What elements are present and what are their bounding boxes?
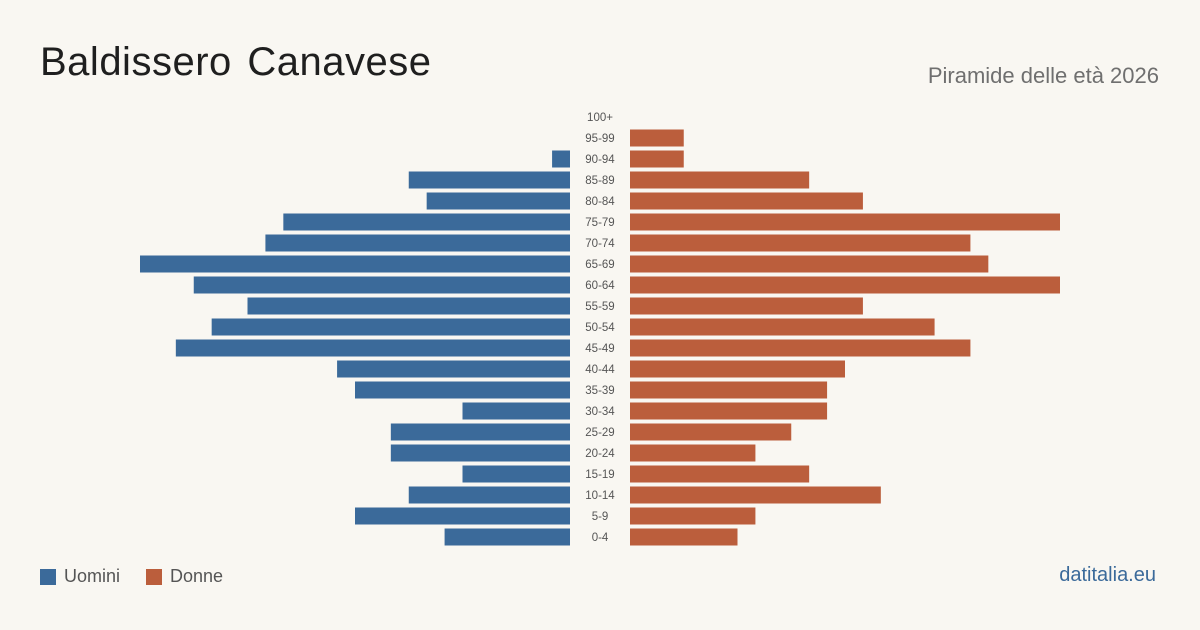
legend-swatch-men (40, 568, 56, 585)
age-label-45-49: 45-49 (585, 343, 614, 355)
bar-women-15-19 (630, 465, 810, 483)
bar-women-70-74 (630, 234, 971, 252)
bar-men-25-29 (390, 423, 570, 441)
bar-women-20-24 (630, 444, 756, 462)
age-label-20-24: 20-24 (585, 448, 615, 460)
age-label-60-64: 60-64 (585, 280, 615, 292)
age-label-75-79: 75-79 (585, 217, 614, 229)
age-label-5-9: 5-9 (592, 511, 609, 523)
bar-men-60-64 (193, 276, 570, 294)
bar-women-55-59 (630, 297, 863, 315)
bar-men-85-89 (408, 171, 570, 189)
bar-women-65-69 (630, 255, 989, 273)
bar-men-70-74 (265, 234, 570, 252)
bar-men-0-4 (444, 528, 570, 546)
bar-men-30-34 (462, 402, 570, 420)
bar-women-95-99 (630, 129, 684, 147)
bar-men-40-44 (337, 360, 570, 378)
bar-women-10-14 (630, 486, 881, 504)
age-label-0-4: 0-4 (592, 532, 609, 544)
bar-men-15-19 (462, 465, 570, 483)
bar-women-35-39 (630, 381, 828, 399)
bar-women-30-34 (630, 402, 828, 420)
bar-women-45-49 (630, 339, 971, 357)
age-label-70-74: 70-74 (585, 238, 615, 250)
bar-men-35-39 (355, 381, 570, 399)
legend-label-men: Uomini (64, 566, 121, 586)
bar-women-25-29 (630, 423, 792, 441)
legend-label-women: Donne (170, 566, 224, 586)
bar-women-50-54 (630, 318, 935, 336)
age-label-100plus: 100+ (587, 112, 613, 124)
bar-women-60-64 (630, 276, 1060, 294)
age-label-50-54: 50-54 (585, 322, 615, 334)
age-label-95-99: 95-99 (585, 133, 614, 145)
bar-men-75-79 (283, 213, 570, 231)
age-label-35-39: 35-39 (585, 385, 614, 397)
bar-women-80-84 (630, 192, 863, 210)
age-label-30-34: 30-34 (585, 406, 615, 418)
chart-subtitle: Piramide delle età 2026 (927, 63, 1159, 88)
bar-women-5-9 (630, 507, 756, 525)
brand-link[interactable]: datitalia.eu (1059, 564, 1156, 586)
age-label-90-94: 90-94 (585, 154, 615, 166)
age-label-55-59: 55-59 (585, 301, 614, 313)
bar-women-0-4 (630, 528, 738, 546)
bar-men-55-59 (247, 297, 570, 315)
age-label-15-19: 15-19 (585, 469, 614, 481)
bar-men-65-69 (140, 255, 570, 273)
bar-men-90-94 (552, 150, 570, 168)
legend-swatch-women (146, 568, 163, 585)
legend-item-men: Uomini (40, 566, 120, 587)
legend: Uomini Donne (40, 566, 239, 587)
age-label-25-29: 25-29 (585, 427, 614, 439)
age-label-65-69: 65-69 (585, 259, 614, 271)
chart-title: Baldissero Canavese (40, 40, 432, 84)
bar-women-90-94 (630, 150, 684, 168)
bar-women-75-79 (630, 213, 1060, 231)
bar-men-10-14 (408, 486, 570, 504)
bar-men-80-84 (426, 192, 570, 210)
bar-men-5-9 (355, 507, 570, 525)
legend-item-women: Donne (146, 566, 223, 587)
age-label-85-89: 85-89 (585, 175, 614, 187)
bar-women-85-89 (630, 171, 810, 189)
age-label-10-14: 10-14 (585, 490, 615, 502)
age-label-40-44: 40-44 (585, 364, 615, 376)
bar-men-20-24 (390, 444, 570, 462)
bar-men-45-49 (175, 339, 571, 357)
bar-women-40-44 (630, 360, 845, 378)
age-label-80-84: 80-84 (585, 196, 615, 208)
bar-men-50-54 (211, 318, 570, 336)
